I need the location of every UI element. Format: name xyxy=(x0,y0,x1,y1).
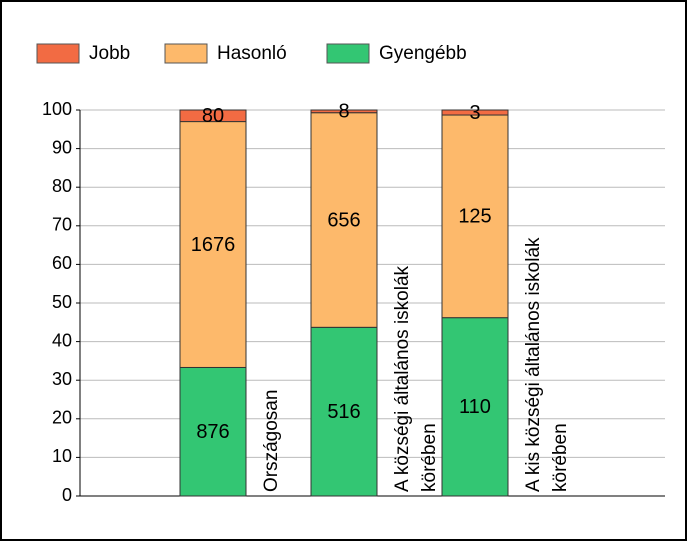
data-label: 80 xyxy=(202,105,224,127)
bar-segment xyxy=(441,317,509,497)
y-tick-label: 70 xyxy=(52,215,72,235)
bar-segment xyxy=(310,109,378,114)
bar-segment xyxy=(441,114,509,319)
data-label: 8 xyxy=(338,101,349,123)
bar-segment xyxy=(179,109,247,123)
category-label: Országosan xyxy=(261,390,282,492)
y-tick-label: 100 xyxy=(42,99,72,119)
data-label: 656 xyxy=(327,209,360,231)
legend-label: Hasonló xyxy=(217,43,287,64)
data-label: 125 xyxy=(458,206,491,228)
data-label: 1676 xyxy=(191,234,236,256)
legend-label: Gyengébb xyxy=(379,43,467,64)
data-label: 110 xyxy=(459,396,491,418)
y-tick-label: 60 xyxy=(52,253,72,273)
y-tick-label: 80 xyxy=(52,176,72,196)
category-label: A községi általános iskolák xyxy=(392,265,413,492)
bar-segment xyxy=(441,109,509,116)
legend-label: Jobb xyxy=(89,43,130,64)
legend-swatch xyxy=(164,43,208,64)
bar-segment xyxy=(310,326,378,497)
category-label: körében xyxy=(550,423,571,492)
legend-swatch xyxy=(36,43,80,64)
y-tick-label: 10 xyxy=(52,446,72,466)
data-label: 516 xyxy=(327,401,360,423)
data-label: 3 xyxy=(469,102,480,124)
y-tick-label: 50 xyxy=(52,292,72,312)
category-label: körében xyxy=(419,423,440,492)
y-tick-label: 30 xyxy=(52,369,72,389)
y-tick-label: 90 xyxy=(52,137,72,157)
legend-swatch xyxy=(326,43,370,64)
y-tick-label: 20 xyxy=(52,408,72,428)
bar-segment xyxy=(179,366,247,497)
y-tick-label: 0 xyxy=(62,485,72,505)
y-tick-label: 40 xyxy=(52,330,72,350)
data-label: 876 xyxy=(196,421,229,443)
category-label: A kis községi általános iskolák xyxy=(523,237,544,492)
